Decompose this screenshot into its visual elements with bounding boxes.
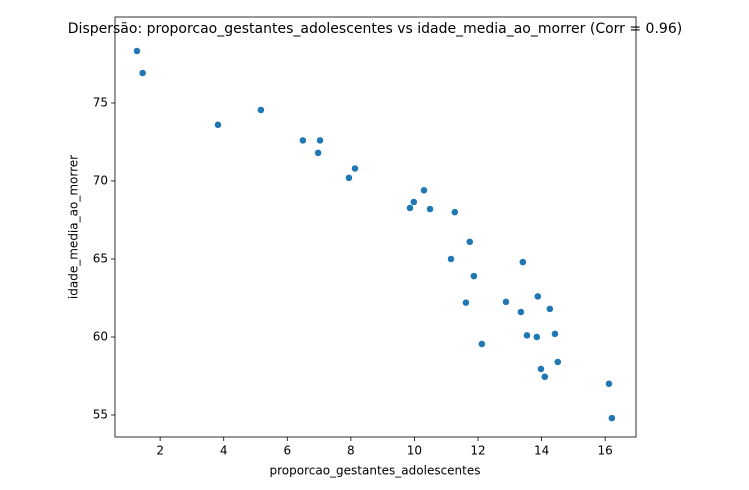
- scatter-point: [133, 47, 141, 55]
- plot-frame: [114, 16, 637, 438]
- scatter-point: [462, 298, 470, 307]
- y-tick-label: 55: [93, 408, 108, 422]
- x-tick-label: 12: [470, 444, 485, 458]
- y-tick-label: 75: [93, 95, 108, 109]
- scatter-point: [519, 258, 527, 266]
- scatter-point: [478, 340, 486, 348]
- scatter-point: [466, 238, 474, 246]
- scatter-point: [314, 149, 322, 157]
- scatter-point: [257, 106, 265, 114]
- scatter-point: [214, 121, 222, 129]
- scatter-point: [554, 358, 562, 366]
- scatter-point: [426, 205, 434, 213]
- scatter-point: [502, 298, 510, 306]
- x-tick-label: 4: [220, 444, 228, 458]
- x-tick-label: 16: [598, 444, 613, 458]
- scatter-point: [447, 255, 455, 263]
- scatter-point: [470, 272, 478, 280]
- scatter-point: [534, 292, 542, 301]
- scatter-point: [316, 136, 324, 145]
- y-tick-label: 60: [93, 329, 108, 343]
- y-tick-label: 65: [93, 251, 108, 265]
- scatter-point: [533, 333, 541, 341]
- x-tick-label: 2: [156, 444, 164, 458]
- scatter-point: [523, 331, 531, 340]
- scatter-point: [451, 208, 459, 216]
- scatter-point: [517, 308, 525, 316]
- scatter-point: [608, 414, 616, 422]
- y-tick-label: 70: [93, 173, 108, 187]
- scatter-point: [546, 305, 554, 313]
- x-tick-label: 14: [534, 444, 549, 458]
- scatter-point: [138, 69, 147, 77]
- scatter-point: [406, 204, 414, 212]
- scatter-point: [345, 174, 353, 182]
- x-axis-label: proporcao_gestantes_adolescentes: [269, 464, 480, 478]
- x-tick-label: 6: [283, 444, 291, 458]
- x-tick-label: 8: [347, 444, 355, 458]
- scatter-point: [420, 186, 428, 195]
- scatter-point: [351, 164, 359, 173]
- chart-title: Dispersão: proporcao_gestantes_adolescen…: [68, 21, 682, 37]
- scatter-point: [537, 365, 545, 373]
- scatter-point: [551, 330, 559, 338]
- y-axis-label: idade_media_ao_morrer: [67, 155, 81, 299]
- x-tick-label: 10: [407, 444, 422, 458]
- scatter-point: [541, 373, 549, 381]
- scatter-point: [605, 380, 613, 388]
- scatter-point: [299, 136, 307, 145]
- scatter-point: [410, 198, 418, 206]
